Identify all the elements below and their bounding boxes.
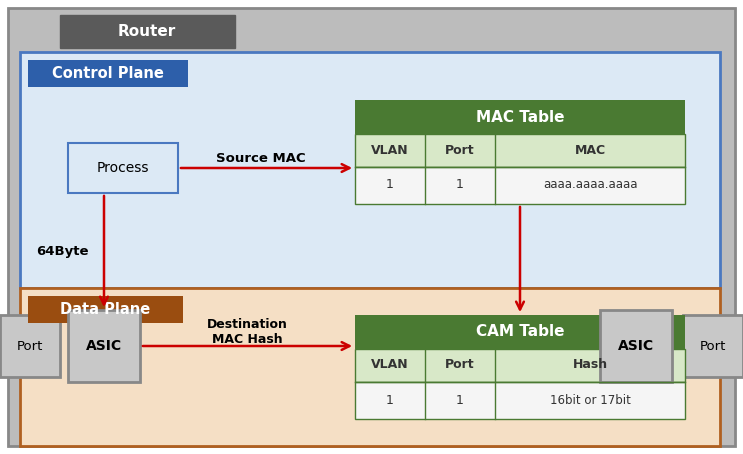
Bar: [20, 52, 720, 288]
Text: Port: Port: [17, 340, 43, 352]
Text: Port: Port: [700, 340, 726, 352]
Text: Source MAC: Source MAC: [216, 152, 306, 164]
Text: 1: 1: [456, 178, 464, 192]
Bar: [355, 382, 685, 419]
Bar: [683, 315, 743, 377]
Text: Hash: Hash: [572, 359, 608, 371]
Bar: [600, 310, 672, 382]
Bar: [355, 349, 685, 382]
Bar: [28, 296, 183, 323]
Text: Control Plane: Control Plane: [52, 65, 164, 80]
Text: VLAN: VLAN: [372, 359, 409, 371]
Bar: [355, 315, 685, 349]
Text: 16bit or 17bit: 16bit or 17bit: [550, 394, 631, 406]
Text: Port: Port: [445, 143, 475, 157]
Bar: [28, 60, 188, 87]
Text: 64Byte: 64Byte: [36, 246, 88, 258]
Text: Process: Process: [97, 161, 149, 175]
Text: aaaa.aaaa.aaaa: aaaa.aaaa.aaaa: [542, 178, 637, 192]
Bar: [355, 134, 685, 167]
Text: ASIC: ASIC: [618, 339, 654, 353]
Text: Router: Router: [118, 25, 176, 39]
Text: 1: 1: [386, 394, 394, 406]
Text: VLAN: VLAN: [372, 143, 409, 157]
Bar: [68, 310, 140, 382]
Bar: [355, 100, 685, 134]
Bar: [355, 167, 685, 204]
Bar: [68, 143, 178, 193]
Text: 1: 1: [386, 178, 394, 192]
Text: CAM Table: CAM Table: [476, 325, 564, 340]
Text: Data Plane: Data Plane: [60, 301, 150, 316]
Text: 1: 1: [456, 394, 464, 406]
Bar: [60, 15, 235, 48]
Text: MAC Table: MAC Table: [476, 109, 564, 124]
Text: MAC: MAC: [574, 143, 606, 157]
Text: Destination
MAC Hash: Destination MAC Hash: [207, 318, 288, 346]
Bar: [0, 315, 60, 377]
Text: Port: Port: [445, 359, 475, 371]
Bar: [20, 288, 720, 446]
Text: ASIC: ASIC: [86, 339, 122, 353]
